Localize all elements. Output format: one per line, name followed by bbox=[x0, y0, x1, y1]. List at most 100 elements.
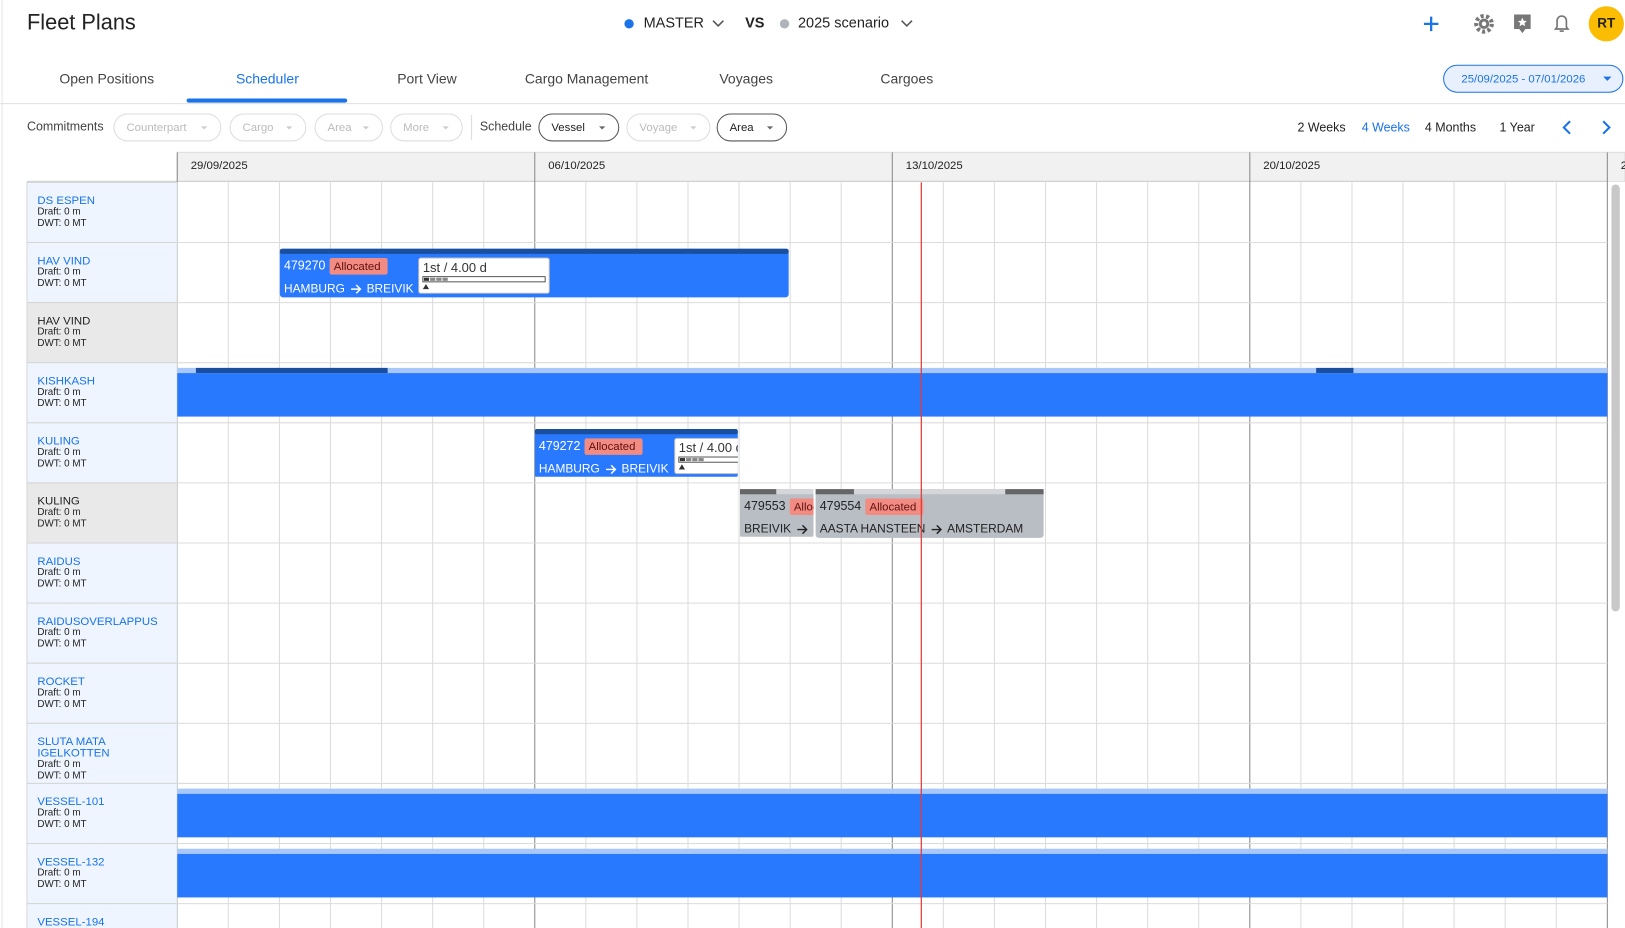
filter-label[interactable]: Cargo bbox=[243, 122, 274, 134]
gauge-step bbox=[679, 458, 686, 462]
vessel-dwt: DWT: 0 MT bbox=[37, 517, 87, 530]
next-button[interactable] bbox=[1602, 120, 1611, 135]
vessel-cell bbox=[26, 422, 178, 484]
blocked-bar[interactable] bbox=[177, 373, 1608, 417]
vessel-draft: Draft: 0 m bbox=[37, 807, 81, 819]
chevron[interactable] bbox=[712, 20, 724, 28]
range-option[interactable]: 4 Months bbox=[1425, 120, 1476, 134]
vessel-name[interactable]: KULING bbox=[37, 496, 80, 508]
vessel-dwt: DWT: 0 MT bbox=[37, 697, 87, 710]
vessel-name[interactable]: VESSEL-101 bbox=[37, 796, 105, 809]
filter-pill[interactable] bbox=[626, 113, 711, 142]
blocked-bar[interactable] bbox=[177, 793, 1608, 838]
active-tab-indicator bbox=[186, 98, 348, 103]
chevron[interactable] bbox=[901, 20, 913, 28]
vessel-name[interactable]: RAIDUS bbox=[37, 556, 81, 568]
date-range[interactable]: 25/09/2025 - 07/01/2026 bbox=[1461, 73, 1585, 85]
range-option[interactable]: 2 Weeks bbox=[1297, 120, 1345, 134]
scrollbar[interactable] bbox=[1611, 184, 1620, 612]
range-option[interactable]: 4 Weeks bbox=[1362, 120, 1410, 134]
vessel-name[interactable]: VESSEL-194 bbox=[37, 917, 105, 928]
tab[interactable]: Port View bbox=[397, 70, 457, 86]
caret[interactable] bbox=[201, 126, 208, 130]
tab[interactable]: Cargo Management bbox=[525, 70, 649, 86]
vessel-name[interactable]: SLUTA MATA IGELKOTTEN bbox=[37, 736, 110, 760]
avatar[interactable] bbox=[1588, 6, 1624, 42]
vessel-dwt: DWT: 0 MT bbox=[37, 818, 87, 830]
tab[interactable]: Scheduler bbox=[236, 70, 299, 86]
settings-icon[interactable] bbox=[1474, 13, 1494, 34]
booking[interactable]: 479270 Allocated HAMBURG BREIVIK 1st / 4.00 … bbox=[279, 248, 789, 298]
tab[interactable]: Voyages bbox=[719, 70, 773, 86]
filter-label[interactable]: Voyage bbox=[639, 122, 677, 134]
filter-label[interactable]: Area bbox=[730, 122, 755, 134]
filter-label[interactable]: Vessel bbox=[551, 122, 585, 134]
filter-label[interactable]: More bbox=[403, 122, 429, 134]
filter-pill[interactable] bbox=[716, 113, 788, 142]
feedback-icon[interactable] bbox=[1514, 14, 1531, 34]
booking[interactable]: 479554 Allocated AASTA HANSTEEN AMSTERDAM bbox=[815, 489, 1044, 538]
vessel-dwt: DWT: 0 MT bbox=[37, 397, 87, 409]
vessel-name[interactable]: RAIDUSOVERLAPPUS bbox=[37, 616, 158, 628]
tab[interactable]: Open Positions bbox=[59, 70, 154, 86]
vessel-name[interactable]: DS ESPEN bbox=[37, 195, 96, 208]
vessel-dwt: DWT: 0 MT bbox=[37, 878, 87, 890]
filter-label[interactable]: Counterpart bbox=[126, 122, 187, 134]
vessel-dwt: DWT: 0 MT bbox=[37, 637, 87, 650]
filter-pill[interactable] bbox=[113, 113, 222, 142]
booking[interactable]: 479553 AllocatedBREIVIK bbox=[739, 489, 848, 538]
commitments-label: Commitments bbox=[27, 120, 104, 134]
schedule-label: Schedule bbox=[480, 120, 532, 134]
add-icon[interactable] bbox=[1423, 16, 1439, 32]
caret[interactable] bbox=[766, 126, 774, 130]
caret[interactable] bbox=[690, 126, 697, 130]
filter-pill[interactable] bbox=[538, 113, 620, 142]
range-option[interactable]: 1 Year bbox=[1500, 120, 1535, 134]
booking-strip bbox=[279, 248, 789, 254]
notifications-icon[interactable] bbox=[1553, 15, 1570, 32]
caret[interactable] bbox=[1603, 76, 1612, 81]
caret[interactable] bbox=[442, 126, 449, 130]
caret[interactable] bbox=[599, 126, 606, 130]
vessel-name[interactable]: HAV VIND bbox=[37, 255, 91, 268]
vessel-name[interactable]: ROCKET bbox=[37, 676, 85, 689]
filter-pill[interactable] bbox=[390, 113, 463, 142]
date-range-pill[interactable] bbox=[1443, 64, 1624, 93]
avatar-initials[interactable]: RT bbox=[1597, 15, 1616, 30]
booking-status: Allocated bbox=[869, 501, 916, 513]
tab[interactable]: Cargoes bbox=[880, 70, 933, 86]
vessel-info: ROCKET Draft: 0 m DWT: 0 MT bbox=[37, 677, 161, 710]
vessel-name[interactable]: VESSEL-132 bbox=[37, 857, 105, 869]
filter-label[interactable]: Area bbox=[328, 122, 353, 134]
vessel-name[interactable]: KULING bbox=[37, 436, 80, 448]
booking[interactable]: 479272 Allocated HAMBURG BREIVIK 1st / 4.00 … bbox=[534, 429, 805, 478]
caret[interactable] bbox=[362, 126, 369, 130]
vessel-info: KULING Draft: 0 m DWT: 0 MT bbox=[37, 496, 161, 529]
booking-strip bbox=[739, 489, 814, 495]
week-label: 20/10/2025 bbox=[1263, 160, 1320, 172]
vessel-info: RAIDUS Draft: 0 m DWT: 0 MT bbox=[37, 556, 161, 589]
vessel-name[interactable]: HAV VIND bbox=[37, 316, 91, 328]
caret[interactable] bbox=[286, 126, 293, 130]
vessel-draft: Draft: 0 m bbox=[37, 446, 81, 459]
vessel-cell bbox=[26, 241, 178, 304]
left-scenario[interactable]: MASTER bbox=[644, 16, 704, 32]
vessel-name[interactable]: KISHKASH bbox=[37, 376, 96, 388]
vessel-cell bbox=[26, 903, 178, 928]
previous-button[interactable] bbox=[1562, 120, 1571, 135]
vessel-draft: Draft: 0 m bbox=[37, 386, 81, 398]
timeline-strip bbox=[177, 848, 1608, 854]
blocked-bar[interactable] bbox=[177, 853, 1608, 898]
route-arrow bbox=[351, 284, 362, 294]
vessel-cell bbox=[26, 542, 178, 604]
filter-pill[interactable] bbox=[229, 113, 307, 142]
right-scenario[interactable]: 2025 scenario bbox=[798, 16, 889, 32]
filter-pill[interactable] bbox=[314, 113, 383, 142]
vessel-draft: Draft: 0 m bbox=[37, 758, 81, 770]
booking-id: 479553 bbox=[744, 499, 786, 513]
